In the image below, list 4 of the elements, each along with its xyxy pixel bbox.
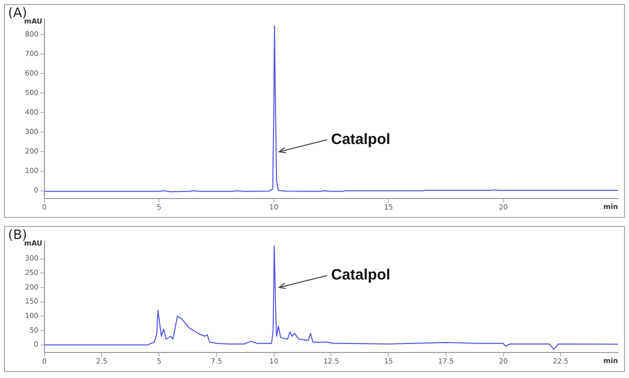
- chart-title: (A): [8, 6, 28, 21]
- annotation: Catalpol: [331, 266, 390, 284]
- annotation: Catalpol: [331, 130, 390, 148]
- chart-title: (B): [8, 228, 28, 243]
